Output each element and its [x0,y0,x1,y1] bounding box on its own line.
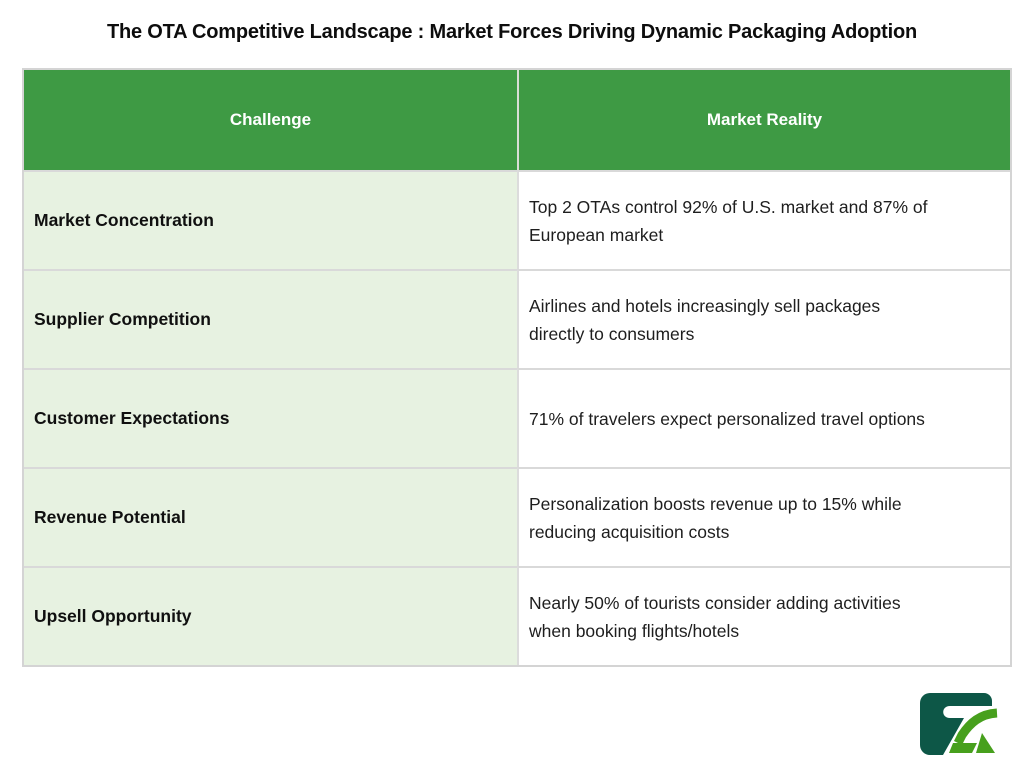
fz-monogram-logo-icon [920,693,998,755]
ota-landscape-table: Challenge Market Reality Market Concentr… [22,68,1012,667]
market-reality-cell: Personalization boosts revenue up to 15%… [517,467,1010,566]
page-title: The OTA Competitive Landscape : Market F… [106,21,918,43]
brand-logo [920,693,1000,757]
challenge-cell: Supplier Competition [24,269,517,368]
market-reality-text: Personalization boosts revenue up to 15%… [529,493,902,542]
market-reality-cell: Top 2 OTAs control 92% of U.S. market an… [517,170,1010,269]
column-header-challenge: Challenge [24,70,517,170]
market-reality-cell: 71% of travelers expect personalized tra… [517,368,1010,467]
market-reality-cell: Airlines and hotels increasingly sell pa… [517,269,1010,368]
challenge-cell: Upsell Opportunity [24,566,517,665]
challenge-cell: Market Concentration [24,170,517,269]
market-reality-cell: Nearly 50% of tourists consider adding a… [517,566,1010,665]
challenge-cell: Customer Expectations [24,368,517,467]
challenge-cell: Revenue Potential [24,467,517,566]
column-header-market-reality: Market Reality [517,70,1010,170]
market-reality-text: Nearly 50% of tourists consider adding a… [529,592,901,641]
market-reality-text: Airlines and hotels increasingly sell pa… [529,295,881,344]
market-reality-text: 71% of travelers expect personalized tra… [529,408,925,429]
market-reality-text: Top 2 OTAs control 92% of U.S. market an… [529,196,928,245]
